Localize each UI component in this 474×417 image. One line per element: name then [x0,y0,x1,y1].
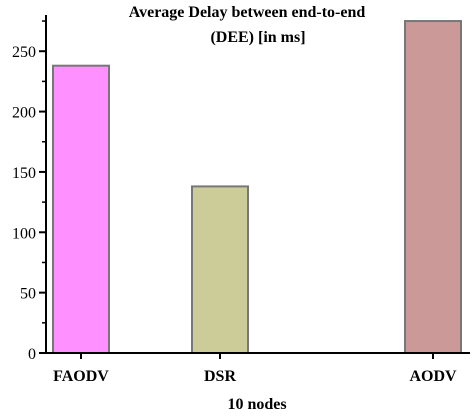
x-tick-label-faodv: FAODV [53,368,109,385]
y-axis: 0 50 100 150 200 250 [12,15,47,363]
chart-title-line-1: Average Delay between end-to-end [129,4,366,21]
bars-layer [52,20,462,355]
x-axis: FAODV DSR AODV [46,352,470,385]
y-tick-label: 100 [12,225,36,242]
y-tick-label: 0 [28,346,36,363]
x-axis-label: 10 nodes [227,396,286,413]
y-tick-label: 250 [12,44,36,61]
x-tick-label-aodv: AODV [409,368,457,385]
y-tick-label: 50 [20,286,36,303]
x-tick-label-dsr: DSR [204,368,236,385]
y-tick-label: 200 [12,105,36,122]
bar-dsr [191,185,249,354]
bar-aodv [404,20,462,355]
chart-title-line-2: (DEE) [in ms] [210,29,305,46]
y-tick-label: 150 [12,165,36,182]
bar-faodv [52,64,110,354]
